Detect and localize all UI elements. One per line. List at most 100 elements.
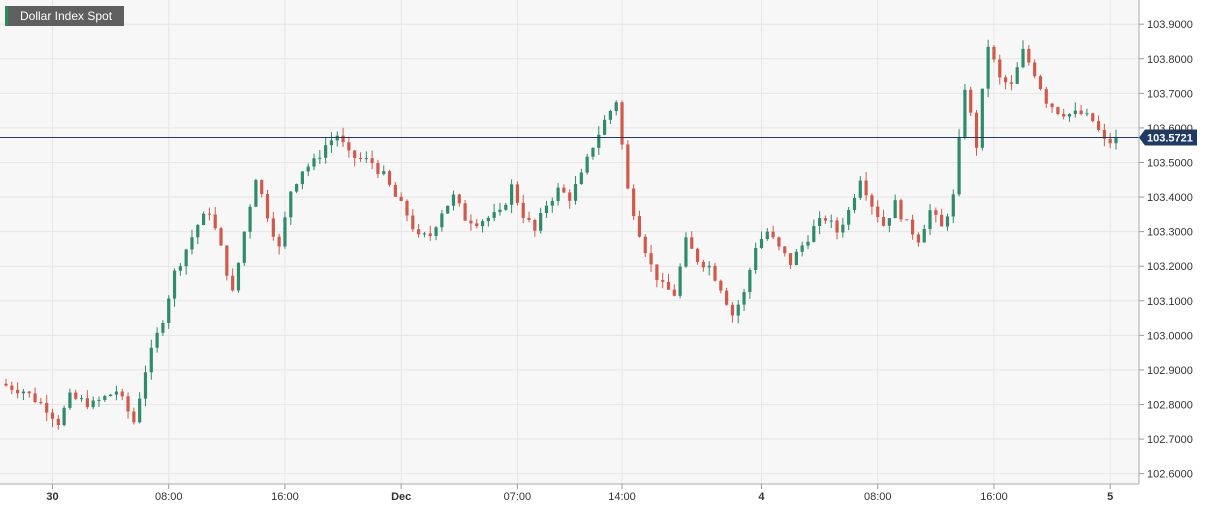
candle bbox=[318, 150, 322, 164]
candle-body bbox=[486, 217, 490, 222]
candle bbox=[510, 179, 514, 214]
candle-body bbox=[1085, 113, 1089, 115]
candle bbox=[271, 211, 275, 241]
candle-body bbox=[806, 241, 810, 246]
candle-body bbox=[719, 280, 723, 291]
candle-body bbox=[643, 236, 647, 254]
y-tick-label: 103.2000 bbox=[1147, 261, 1193, 273]
candle-body bbox=[969, 89, 973, 113]
candle bbox=[934, 207, 938, 223]
candle bbox=[905, 219, 909, 221]
candle bbox=[1038, 74, 1043, 91]
y-tick-label: 103.6000 bbox=[1147, 123, 1193, 135]
candle-body bbox=[556, 187, 560, 201]
candle bbox=[969, 86, 973, 117]
candle bbox=[1044, 86, 1048, 108]
candle bbox=[451, 190, 456, 211]
candle-body bbox=[428, 233, 432, 236]
candle-body bbox=[399, 196, 403, 201]
candle bbox=[800, 241, 804, 257]
candle bbox=[1091, 112, 1095, 123]
candle-body bbox=[201, 213, 206, 226]
candle bbox=[39, 397, 43, 405]
candle-body bbox=[21, 391, 26, 394]
candle bbox=[719, 279, 723, 294]
candle bbox=[1114, 129, 1118, 150]
candle bbox=[440, 209, 444, 232]
last-price-tag bbox=[1139, 129, 1197, 146]
candle bbox=[666, 273, 671, 290]
candle bbox=[4, 378, 8, 387]
candle-body bbox=[469, 220, 473, 224]
candle-body bbox=[161, 322, 165, 333]
candle-body bbox=[1009, 82, 1013, 84]
candle bbox=[504, 202, 508, 211]
candle-body bbox=[550, 200, 554, 206]
candle-body bbox=[748, 270, 752, 293]
candle-body bbox=[934, 210, 938, 215]
candle-body bbox=[771, 231, 775, 238]
candle bbox=[852, 193, 857, 214]
candle bbox=[33, 387, 37, 404]
candle bbox=[951, 189, 955, 224]
grid-lines bbox=[0, 0, 1139, 484]
candle-body bbox=[800, 245, 804, 252]
candle bbox=[417, 224, 421, 238]
candle-body bbox=[951, 194, 955, 217]
candle bbox=[219, 226, 223, 246]
candle-body bbox=[713, 265, 717, 281]
candle-body bbox=[707, 265, 711, 268]
candle bbox=[870, 193, 874, 215]
candle bbox=[573, 176, 578, 205]
candle-body bbox=[765, 231, 769, 239]
candle bbox=[114, 385, 119, 401]
candle-body bbox=[422, 233, 427, 235]
y-tick-label: 103.7000 bbox=[1147, 88, 1193, 100]
candle-body bbox=[910, 219, 915, 235]
candle-body bbox=[236, 262, 241, 291]
candle bbox=[16, 382, 20, 399]
candle bbox=[527, 211, 531, 223]
candle-body bbox=[370, 158, 374, 164]
candle-body bbox=[870, 195, 874, 207]
candle bbox=[161, 320, 165, 336]
candle-body bbox=[690, 237, 694, 249]
candle bbox=[945, 213, 950, 231]
candle-body bbox=[527, 217, 531, 220]
candle-body bbox=[1044, 89, 1048, 104]
candle bbox=[103, 394, 107, 402]
candle-body bbox=[167, 298, 171, 323]
candle-body bbox=[1038, 76, 1043, 90]
candle bbox=[300, 171, 304, 190]
candle bbox=[829, 214, 833, 229]
candle bbox=[120, 388, 124, 401]
candle bbox=[614, 100, 618, 116]
candle bbox=[85, 390, 89, 410]
candle-body bbox=[463, 203, 467, 221]
candle-body bbox=[411, 215, 415, 230]
candle bbox=[1009, 75, 1013, 91]
candle bbox=[544, 200, 549, 218]
candle bbox=[469, 214, 473, 231]
candle-body bbox=[498, 209, 502, 213]
candle-body bbox=[109, 394, 113, 396]
candle bbox=[777, 236, 781, 251]
candle bbox=[986, 39, 990, 98]
candle-body bbox=[1050, 103, 1054, 108]
candle-body bbox=[684, 237, 688, 267]
candle-body bbox=[126, 396, 130, 412]
candle-body bbox=[1079, 110, 1083, 115]
candle-body bbox=[672, 289, 676, 296]
x-tick-label: 5 bbox=[1107, 491, 1113, 503]
candle bbox=[736, 300, 740, 324]
candle-body bbox=[364, 158, 368, 160]
candle bbox=[963, 83, 967, 140]
candle-body bbox=[980, 88, 984, 148]
candle bbox=[294, 183, 299, 194]
candle-body bbox=[446, 205, 450, 214]
candle-body bbox=[294, 184, 299, 192]
candle bbox=[109, 393, 113, 397]
candle bbox=[974, 110, 979, 156]
last-price-label: 103.5721 bbox=[1147, 133, 1193, 145]
